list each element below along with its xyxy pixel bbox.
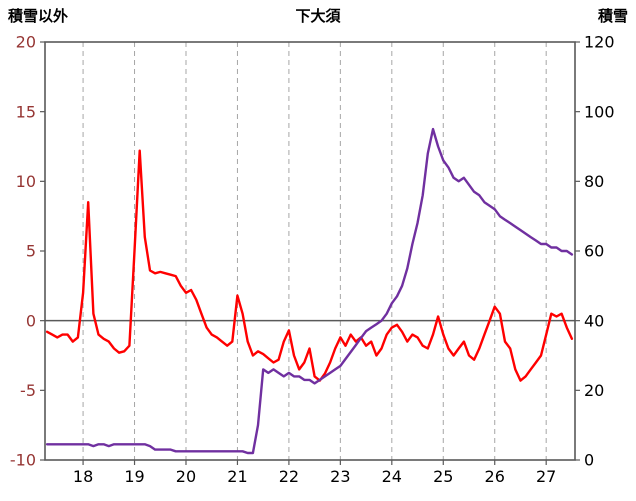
x-tick-label: 27 — [536, 467, 556, 486]
x-tick-label: 26 — [485, 467, 505, 486]
x-tick-label: 18 — [73, 467, 93, 486]
x-tick-label: 21 — [227, 467, 247, 486]
x-tick-label: 20 — [176, 467, 196, 486]
right-axis-title: 積雪 — [597, 7, 628, 25]
x-tick-label: 24 — [382, 467, 402, 486]
right-tick-label: 40 — [584, 311, 604, 330]
left-tick-label: 10 — [16, 172, 36, 191]
series-line-0 — [45, 149, 574, 382]
left-tick-label: -10 — [10, 451, 36, 470]
gridlines — [82, 42, 547, 460]
x-tick-label: 23 — [330, 467, 350, 486]
x-tick-label: 22 — [279, 467, 299, 486]
right-tick-label: 120 — [584, 33, 615, 52]
right-tick-label: 0 — [584, 451, 594, 470]
left-tick-label: -5 — [20, 381, 36, 400]
series-line-1 — [45, 127, 574, 455]
left-tick-label: 5 — [26, 242, 36, 261]
left-tick-label: 0 — [26, 311, 36, 330]
x-tick-label: 25 — [433, 467, 453, 486]
left-axis-title: 積雪以外 — [8, 7, 69, 25]
right-tick-label: 100 — [584, 102, 615, 121]
right-tick-label: 60 — [584, 242, 604, 261]
x-tick-label: 19 — [124, 467, 144, 486]
left-tick-label: 15 — [16, 102, 36, 121]
right-tick-label: 20 — [584, 381, 604, 400]
plot-border — [44, 41, 576, 461]
right-tick-label: 80 — [584, 172, 604, 191]
chart-title: 下大須 — [295, 7, 341, 25]
left-tick-label: 20 — [16, 33, 36, 52]
tick-marks — [40, 41, 580, 465]
